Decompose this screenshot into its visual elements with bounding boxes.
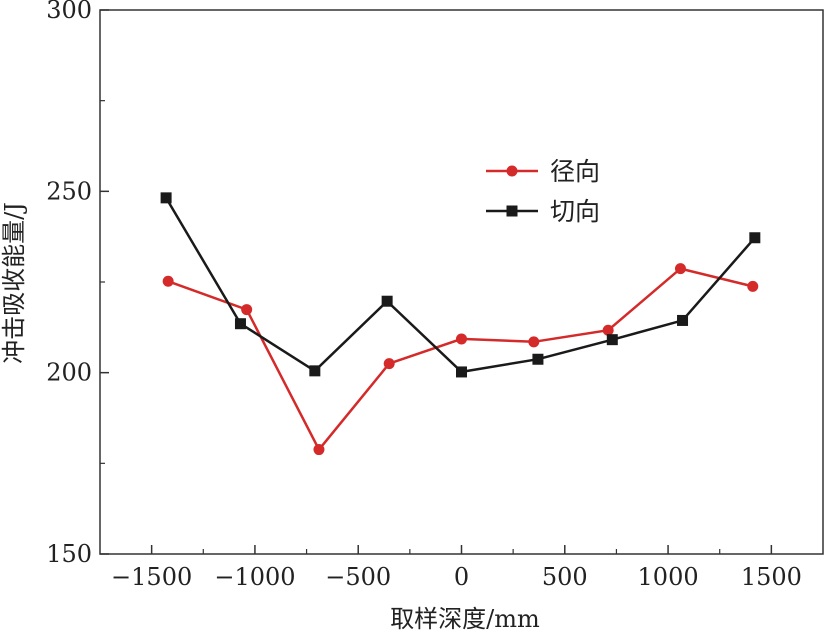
series-line-2 <box>165 197 756 374</box>
y-tick-label: 150 <box>46 540 92 568</box>
y-tick-label: 250 <box>46 177 92 205</box>
data-point <box>602 324 614 336</box>
data-point <box>674 263 686 275</box>
axes: −1500 −1000 −500 0 500 1000 1500 150 200 250 300 <box>46 0 824 591</box>
series-layer <box>160 192 761 456</box>
data-point <box>309 365 321 377</box>
legend-marker <box>506 165 518 177</box>
x-tick-label: 1500 <box>741 563 802 591</box>
y-tick-label: 200 <box>46 359 92 387</box>
data-point <box>528 336 540 348</box>
data-point <box>313 444 325 456</box>
x-tick-label: −1500 <box>111 563 192 591</box>
data-point <box>606 334 618 346</box>
x-tick-label: 0 <box>454 563 469 591</box>
data-point <box>747 280 759 292</box>
x-tick-label: 500 <box>542 563 588 591</box>
data-point <box>456 366 467 378</box>
data-point <box>532 353 544 365</box>
data-point <box>383 358 395 370</box>
data-point <box>456 333 467 345</box>
x-tick-label: 1000 <box>638 563 699 591</box>
x-axis-title: 取样深度/mm <box>390 605 540 633</box>
data-point <box>241 304 253 316</box>
x-tick-label: −500 <box>325 563 391 591</box>
legend-label: 径向 <box>550 157 600 186</box>
data-point <box>677 314 689 326</box>
x-tick-label: −1000 <box>214 563 295 591</box>
legend-marker <box>506 205 518 217</box>
y-tick-label: 300 <box>46 0 92 24</box>
data-point <box>234 318 246 330</box>
legend-label: 切向 <box>550 197 600 226</box>
y-axis-title: 冲击吸收能量/J <box>0 202 28 364</box>
data-point <box>749 232 761 244</box>
data-point <box>381 295 393 307</box>
data-point <box>162 275 174 287</box>
series-line-1 <box>167 267 754 452</box>
data-point <box>160 192 172 204</box>
